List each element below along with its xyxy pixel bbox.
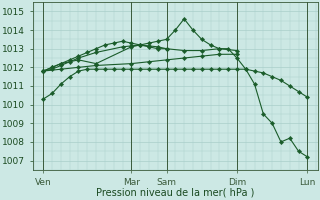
X-axis label: Pression niveau de la mer( hPa ): Pression niveau de la mer( hPa )	[96, 188, 254, 198]
